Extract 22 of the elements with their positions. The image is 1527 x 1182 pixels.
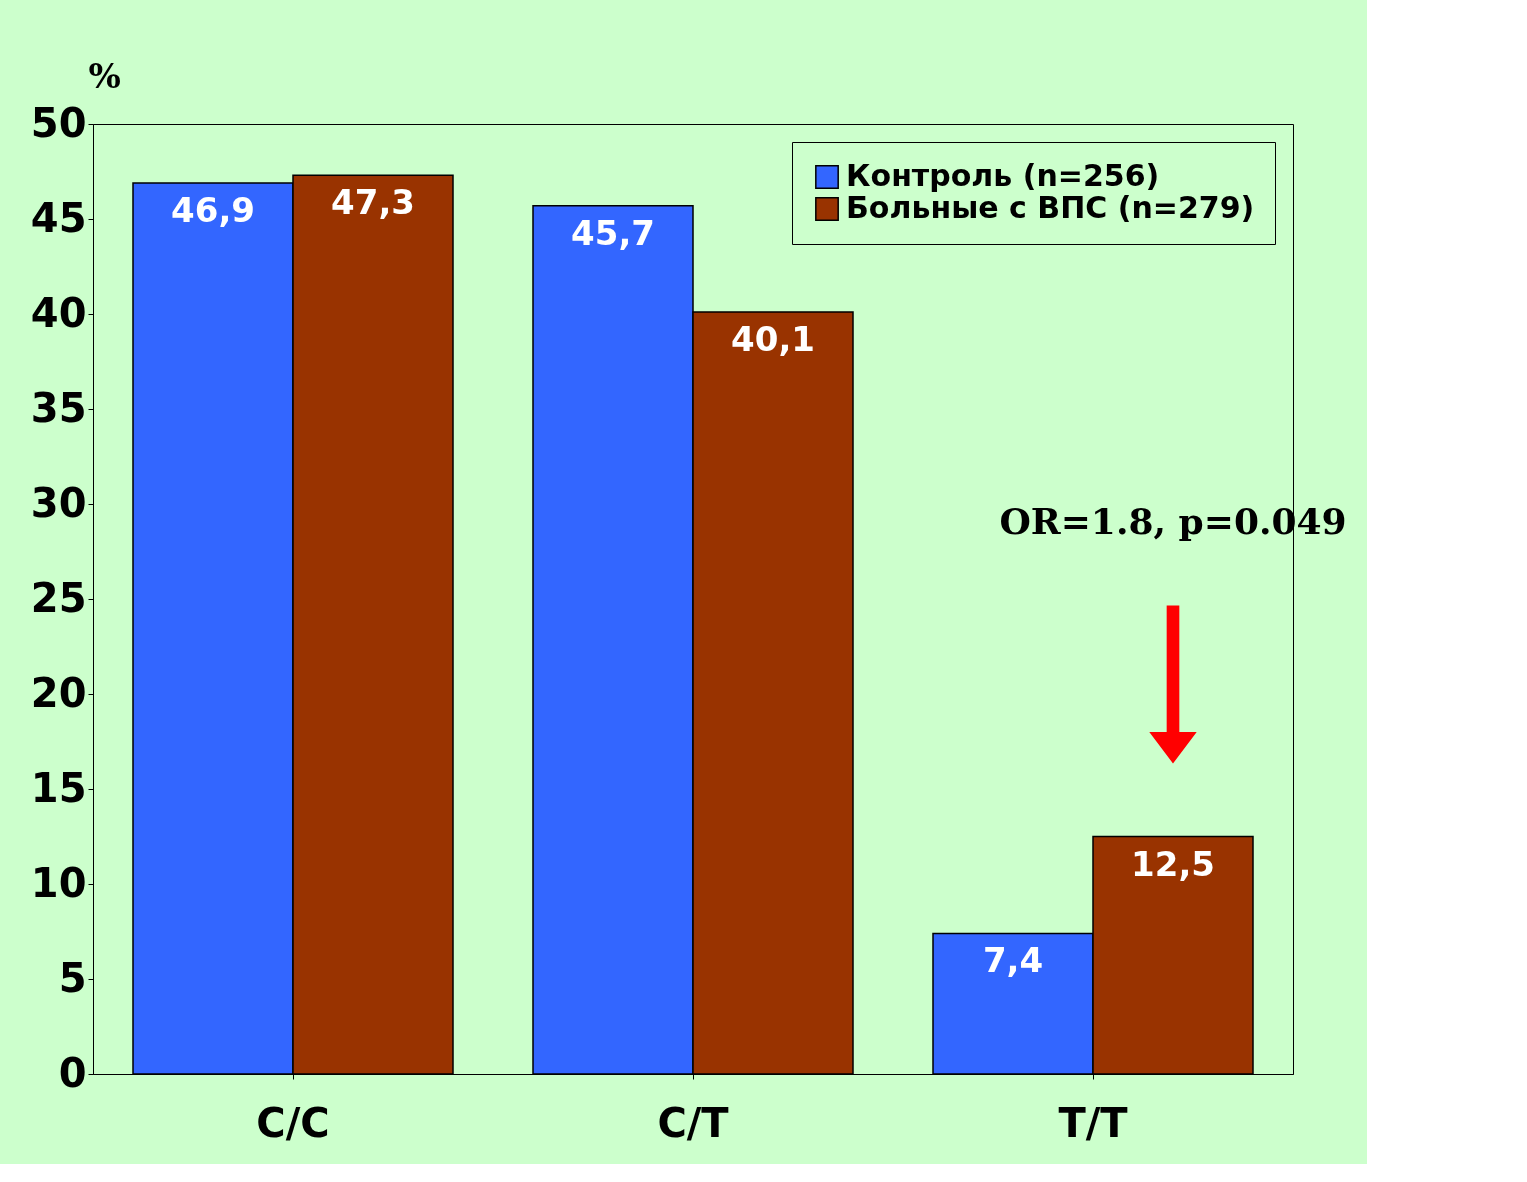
y-tick-label: 25 [30,574,87,621]
y-tick-label: 45 [30,194,87,241]
data-label: 7,4 [982,940,1044,981]
data-label: 46,9 [171,189,255,230]
data-label: 47,3 [331,182,415,223]
y-tick-label: 5 [58,954,87,1001]
y-tick-label: 50 [30,99,87,146]
x-tick-label: T/T [1058,1099,1129,1146]
y-tick-label: 30 [30,479,87,526]
y-tick-label: 35 [30,384,87,431]
y-tick-label: 40 [30,289,87,336]
data-label: 40,1 [731,319,815,360]
x-tick-label: C/C [256,1099,330,1146]
y-axis-title: % [88,55,121,96]
x-tick-label: C/T [657,1099,730,1146]
y-tick-label: 15 [30,764,87,811]
y-tick-label: 0 [58,1049,87,1096]
y-tick-label: 10 [30,859,87,906]
y-tick-label: 20 [30,669,87,716]
data-label: 45,7 [571,212,655,253]
legend-label: Контроль (n=256) [846,158,1160,193]
data-label: 12,5 [1131,843,1215,884]
